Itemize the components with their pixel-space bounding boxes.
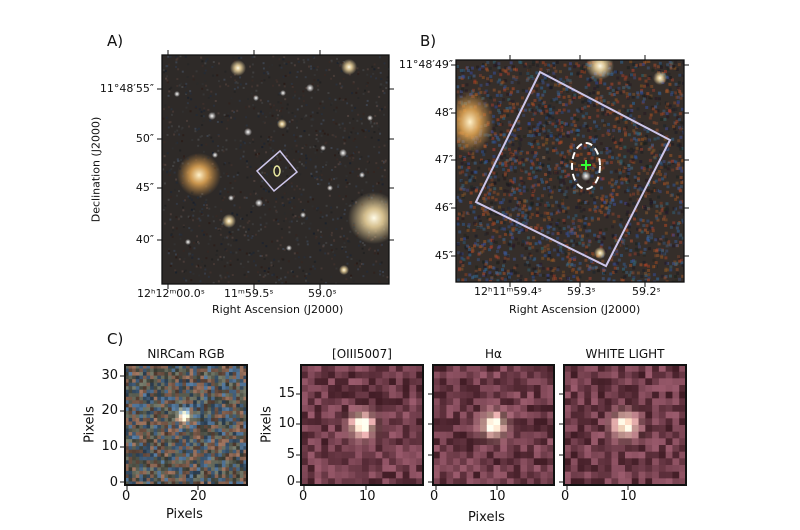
panel-c-maps-xlabel: Pixels: [468, 510, 505, 525]
panel-b-ytick: 48″: [434, 106, 453, 119]
panel-b-ytick: 46″: [434, 201, 453, 214]
panel-c-rgb-ytick: 30: [101, 368, 118, 383]
panel-c-maps-ytick: 15: [278, 386, 295, 401]
panel-a-label: A): [107, 32, 124, 50]
panel-c-oiii-title: [OIII5007]: [332, 347, 392, 361]
panel-b-label: B): [420, 32, 437, 50]
panel-b-ytick: 45″: [434, 249, 453, 262]
panel-b-xlabel: Right Ascension (J2000): [509, 303, 641, 316]
panel-a-xtick: 11ᵐ59.5ˢ: [224, 287, 274, 300]
panel-c-white-light-image: [564, 365, 687, 486]
panel-b-xtick: 59.2ˢ: [632, 285, 661, 298]
panel-b-ytick: 47″: [434, 153, 453, 166]
axis-ticks: [120, 50, 689, 490]
panel-c-rgb-image: [125, 365, 248, 486]
panel-c-rgb-xtick: 0: [122, 489, 131, 504]
panel-c-white-light-title: WHITE LIGHT: [585, 347, 665, 361]
panel-c-rgb-xtick: 20: [190, 489, 207, 504]
panel-c-rgb-ylabel: Pixels: [82, 406, 98, 443]
panel-c-maps-ytick: 5: [286, 447, 295, 462]
panel-c-maps-ytick: 10: [278, 416, 295, 431]
panel-c-halpha-xtick: 0: [430, 489, 439, 504]
panel-a-xtick: 59.0ˢ: [308, 287, 337, 300]
panel-c-rgb-title: NIRCam RGB: [147, 347, 225, 361]
panel-c-halpha-title: Hα: [485, 347, 502, 361]
panel-a-ylabel: Declination (J2000): [89, 116, 103, 223]
panel-a-image: [162, 55, 389, 284]
axis-frames: [124, 54, 687, 486]
panel-a-ytick: 11°48′55″: [99, 82, 154, 95]
panel-a-xtick: 12ʰ12ᵐ00.0ˢ: [137, 287, 205, 300]
panel-b-ytick: 11°48′49″: [398, 58, 453, 71]
panel-c-maps-ylabel: Pixels: [259, 406, 275, 443]
panel-b-target-marker: [581, 160, 591, 170]
panel-c-oiii-xtick: 0: [299, 489, 308, 504]
panel-b-field-box: [474, 70, 672, 268]
panel-c-label: C): [107, 330, 124, 348]
panel-c-rgb-ytick: 10: [101, 439, 118, 454]
panel-c-white-light-xtick: 10: [620, 489, 637, 504]
panel-b-target-ellipse: [571, 142, 601, 190]
panel-c-rgb-xlabel: Pixels: [166, 507, 203, 522]
panel-a-ytick: 45″: [135, 181, 154, 194]
panel-b-image: [456, 60, 684, 282]
panel-b-xtick: 59.3ˢ: [567, 285, 596, 298]
panel-c-halpha-xtick: 10: [489, 489, 506, 504]
panel-a-target-ellipse: [273, 165, 281, 177]
panel-c-white-light-xtick: 0: [561, 489, 570, 504]
panel-a-field-box: [255, 149, 299, 193]
panel-c-oiii-image: [301, 365, 424, 486]
panel-c-rgb-ytick: 20: [101, 403, 118, 418]
panel-a-xlabel: Right Ascension (J2000): [212, 303, 344, 316]
panel-c-halpha-image: [433, 365, 555, 486]
panel-a-ytick: 50″: [135, 132, 154, 145]
panel-c-maps-ytick: 0: [286, 474, 295, 489]
panel-c-rgb-ytick: 0: [109, 475, 118, 490]
panel-a-ytick: 40″: [135, 233, 154, 246]
annotation-overlays: [255, 70, 672, 268]
panel-c-oiii-xtick: 10: [359, 489, 376, 504]
panel-b-xtick: 12ʰ11ᵐ59.4ˢ: [474, 285, 542, 298]
